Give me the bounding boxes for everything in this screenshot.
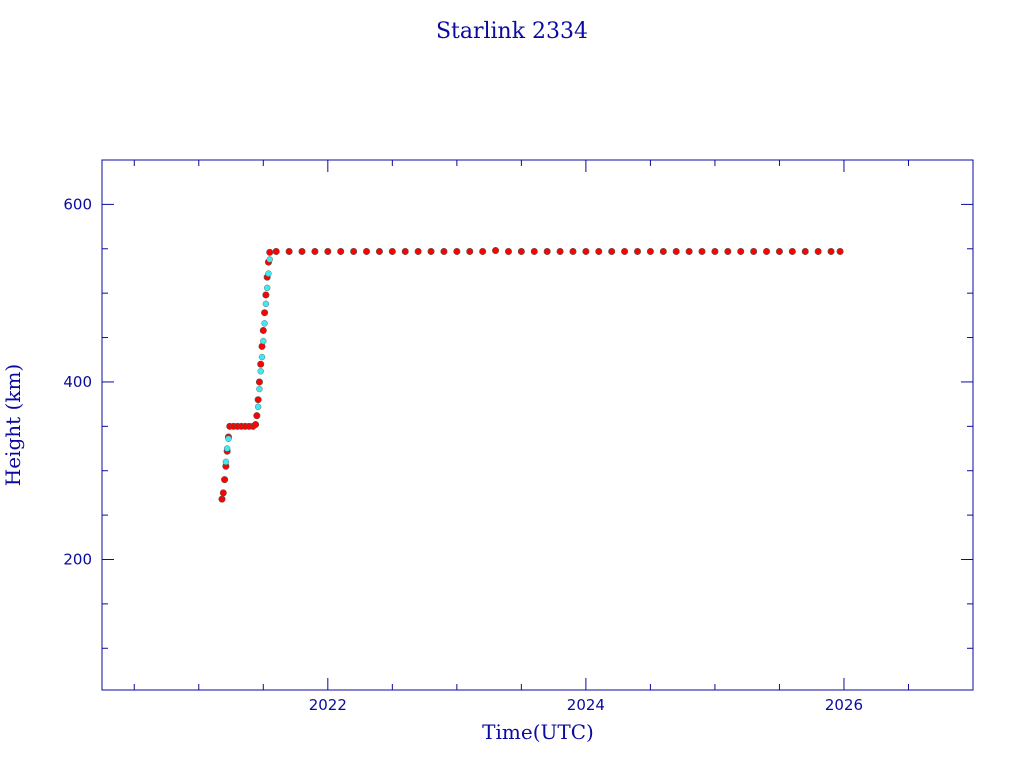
data-point xyxy=(659,247,667,255)
x-tick-label: 2024 xyxy=(567,696,605,714)
data-point xyxy=(466,247,474,255)
data-point xyxy=(479,247,487,255)
data-point xyxy=(672,247,680,255)
data-point xyxy=(595,247,603,255)
data-point xyxy=(724,247,732,255)
data-point xyxy=(259,326,267,334)
data-point xyxy=(440,247,448,255)
data-point xyxy=(582,247,590,255)
data-point xyxy=(256,385,263,393)
data-point xyxy=(311,247,319,255)
data-point xyxy=(258,353,266,361)
data-point xyxy=(530,247,538,255)
data-point xyxy=(324,247,332,255)
data-point xyxy=(608,247,616,255)
data-point xyxy=(253,412,261,420)
data-point xyxy=(254,403,262,411)
data-point xyxy=(401,247,409,255)
data-point xyxy=(375,247,383,255)
data-point xyxy=(504,247,512,255)
data-point xyxy=(543,247,551,255)
y-axis-label: Height (km) xyxy=(1,364,25,486)
data-point xyxy=(252,421,260,429)
data-point xyxy=(260,337,267,345)
data-point xyxy=(257,368,264,375)
data-point xyxy=(363,247,371,255)
x-tick-label: 2026 xyxy=(825,696,863,714)
data-point xyxy=(388,247,396,255)
y-tick-label: 400 xyxy=(63,373,92,391)
data-point xyxy=(646,247,654,255)
data-point xyxy=(223,445,231,452)
y-tick-label: 600 xyxy=(63,195,92,213)
data-point xyxy=(266,256,273,263)
data-point xyxy=(634,247,642,255)
data-point xyxy=(266,248,274,256)
data-point xyxy=(258,342,266,350)
tick-marks xyxy=(102,159,974,690)
chart-title: Starlink 2334 xyxy=(436,19,588,44)
data-point xyxy=(427,247,435,255)
data-point xyxy=(750,247,758,255)
data-point xyxy=(556,247,564,255)
secondary-series xyxy=(222,256,273,466)
data-point xyxy=(685,247,693,255)
data-point xyxy=(257,360,265,368)
data-point xyxy=(298,247,306,255)
data-point xyxy=(221,476,229,484)
tick-labels: 2022 2024 2026 200 400 600 xyxy=(63,195,863,714)
data-point xyxy=(801,247,809,255)
data-point xyxy=(569,247,577,255)
data-point xyxy=(788,247,796,255)
data-point xyxy=(261,320,268,327)
data-point xyxy=(225,435,232,442)
data-point xyxy=(453,247,461,255)
data-point xyxy=(254,396,262,404)
data-point xyxy=(255,378,263,386)
data-point xyxy=(262,291,270,299)
data-point xyxy=(621,247,629,255)
primary-series xyxy=(218,247,844,503)
data-point xyxy=(814,247,822,255)
data-point xyxy=(222,458,230,466)
data-point xyxy=(350,247,358,255)
data-point xyxy=(698,247,706,255)
x-axis-label: Time(UTC) xyxy=(482,720,594,744)
y-tick-label: 200 xyxy=(63,550,92,568)
data-point xyxy=(711,247,719,255)
x-tick-label: 2022 xyxy=(309,696,347,714)
data-point xyxy=(827,247,835,255)
plot-frame xyxy=(101,159,974,691)
data-point xyxy=(272,247,280,255)
data-point xyxy=(775,247,783,255)
data-point xyxy=(265,270,272,277)
data-point xyxy=(737,247,745,255)
data-point xyxy=(836,247,844,255)
data-point xyxy=(285,247,293,255)
data-point xyxy=(262,300,270,308)
data-point xyxy=(337,247,345,255)
data-point xyxy=(763,247,771,255)
data-point xyxy=(414,247,422,255)
data-point xyxy=(517,247,525,255)
data-point xyxy=(492,247,500,255)
data-point xyxy=(261,309,269,317)
data-point xyxy=(218,495,226,503)
data-point xyxy=(219,489,227,497)
data-point xyxy=(263,284,271,292)
data-points xyxy=(218,247,844,503)
